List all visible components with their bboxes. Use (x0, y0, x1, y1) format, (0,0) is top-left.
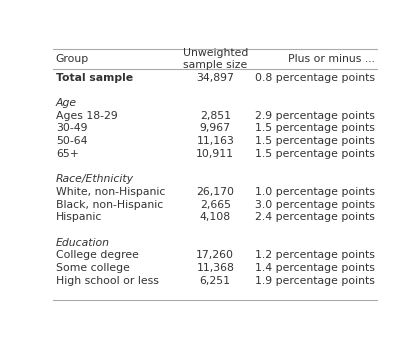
Text: 30-49: 30-49 (56, 123, 87, 133)
Text: 2.4 percentage points: 2.4 percentage points (255, 212, 375, 222)
Text: Age: Age (56, 98, 77, 108)
Text: College degree: College degree (56, 250, 139, 260)
Text: Plus or minus ...: Plus or minus ... (288, 54, 375, 64)
Text: 1.5 percentage points: 1.5 percentage points (255, 123, 375, 133)
Text: 0.8 percentage points: 0.8 percentage points (255, 73, 375, 83)
Text: Race/Ethnicity: Race/Ethnicity (56, 174, 134, 184)
Text: 11,368: 11,368 (196, 263, 234, 273)
Text: Group: Group (56, 54, 89, 64)
Text: 11,163: 11,163 (196, 136, 234, 146)
Text: 2,665: 2,665 (200, 200, 231, 210)
Text: Total sample: Total sample (56, 73, 133, 83)
Text: Unweighted
sample size: Unweighted sample size (183, 48, 248, 70)
Text: Ages 18-29: Ages 18-29 (56, 111, 118, 121)
Text: 4,108: 4,108 (200, 212, 231, 222)
Text: 2,851: 2,851 (200, 111, 231, 121)
Text: Black, non-Hispanic: Black, non-Hispanic (56, 200, 163, 210)
Text: 1.5 percentage points: 1.5 percentage points (255, 149, 375, 159)
Text: Education: Education (56, 238, 110, 248)
Text: 9,967: 9,967 (200, 123, 231, 133)
Text: 1.5 percentage points: 1.5 percentage points (255, 136, 375, 146)
Text: 65+: 65+ (56, 149, 79, 159)
Text: 2.9 percentage points: 2.9 percentage points (255, 111, 375, 121)
Text: 3.0 percentage points: 3.0 percentage points (255, 200, 375, 210)
Text: Some college: Some college (56, 263, 130, 273)
Text: 1.0 percentage points: 1.0 percentage points (255, 187, 375, 197)
Text: 1.2 percentage points: 1.2 percentage points (255, 250, 375, 260)
Text: 34,897: 34,897 (196, 73, 234, 83)
Text: 50-64: 50-64 (56, 136, 87, 146)
Text: Hispanic: Hispanic (56, 212, 102, 222)
Text: 17,260: 17,260 (196, 250, 234, 260)
Text: 6,251: 6,251 (200, 276, 231, 286)
Text: 1.4 percentage points: 1.4 percentage points (255, 263, 375, 273)
Text: High school or less: High school or less (56, 276, 159, 286)
Text: 10,911: 10,911 (196, 149, 234, 159)
Text: White, non-Hispanic: White, non-Hispanic (56, 187, 165, 197)
Text: 1.9 percentage points: 1.9 percentage points (255, 276, 375, 286)
Text: 26,170: 26,170 (196, 187, 234, 197)
